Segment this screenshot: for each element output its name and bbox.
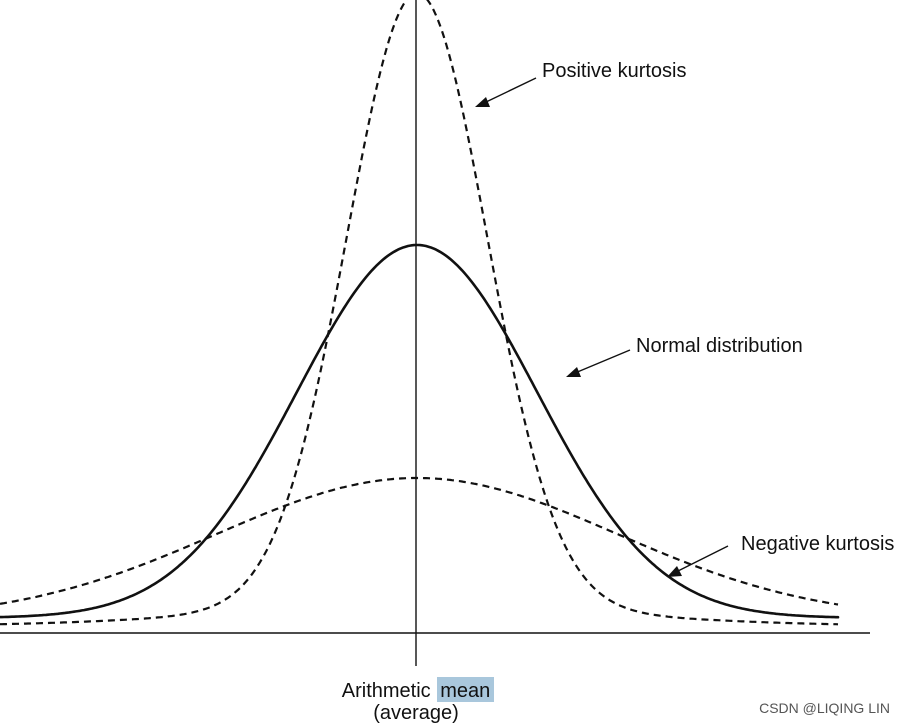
positive-kurtosis-curve xyxy=(0,0,839,626)
negative-kurtosis-label: Negative kurtosis xyxy=(741,533,894,555)
normal-distribution-curve xyxy=(0,243,840,619)
mean-axis-label: Arithmetic mean xyxy=(342,680,491,702)
negative-kurtosis-curve xyxy=(0,476,839,606)
positive-kurtosis-label: Positive kurtosis xyxy=(542,60,687,82)
normal-distribution-arrow xyxy=(566,349,631,377)
normal-distribution-label: Normal distribution xyxy=(636,335,803,357)
mean-highlight xyxy=(437,677,494,702)
positive-kurtosis-arrow xyxy=(475,77,537,107)
mean-label-prefix: Arithmetic xyxy=(342,680,431,702)
mean-label-word: mean xyxy=(440,680,490,702)
average-label: (average) xyxy=(373,702,459,724)
watermark-text: CSDN @LIQING LIN xyxy=(759,700,890,716)
negative-kurtosis-arrow xyxy=(667,545,729,577)
